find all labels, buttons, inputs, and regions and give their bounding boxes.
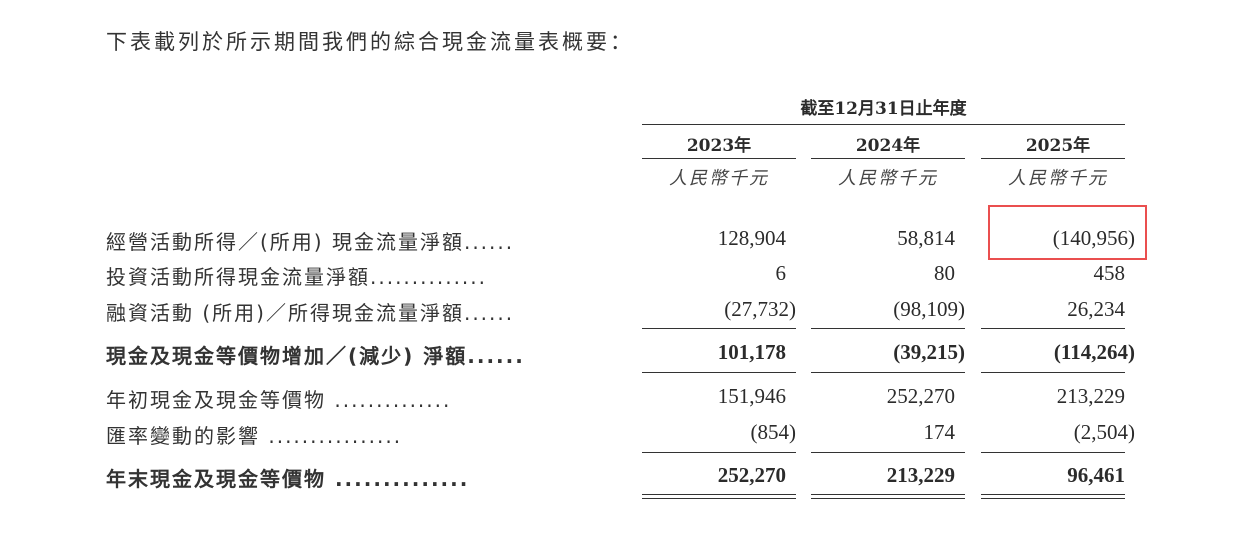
- highlight-box: [988, 205, 1147, 260]
- cell: 213,229: [1056, 384, 1125, 408]
- cell: 80: [934, 261, 955, 285]
- cell: 128,904: [717, 226, 786, 250]
- row-label-operating: 經營活動所得／(所用) 現金流量淨額......: [106, 230, 515, 254]
- double-rule: [811, 494, 965, 495]
- double-rule: [642, 498, 796, 499]
- cell: 174: [923, 420, 956, 444]
- cell: 101,178: [717, 340, 786, 364]
- subtotal-rule: [981, 372, 1125, 373]
- cell: 213,229: [886, 463, 955, 487]
- subtotal-rule: [981, 328, 1125, 329]
- intro-text: 下表載列於所示期間我們的綜合現金流量表概要：: [106, 30, 634, 54]
- row-label-opening-cash: 年初現金及現金等價物 ..............: [106, 388, 452, 412]
- period-header: 截至12月31日止年度: [800, 99, 967, 119]
- cell: 458: [1093, 261, 1126, 285]
- cell: 151,946: [717, 384, 786, 408]
- cell: (114,264): [1053, 340, 1135, 364]
- double-rule: [811, 498, 965, 499]
- double-rule: [981, 494, 1125, 495]
- row-label-fx-effect: 匯率變動的影響 ................: [106, 424, 403, 448]
- cell: 252,270: [717, 463, 786, 487]
- cell: 96,461: [1067, 463, 1125, 487]
- unit-label: 人民幣千元: [669, 168, 769, 189]
- cell: (27,732): [724, 297, 796, 321]
- cell: 26,234: [1067, 297, 1125, 321]
- cell: 6: [775, 261, 787, 285]
- double-rule: [642, 494, 796, 495]
- row-label-investing: 投資活動所得現金流量淨額..............: [106, 265, 488, 289]
- cell-highlighted: (140,956): [1052, 226, 1135, 250]
- cell: (2,504): [1073, 420, 1135, 444]
- double-rule: [981, 498, 1125, 499]
- year-2025: 2025年: [1025, 136, 1091, 156]
- year-rule: [642, 158, 796, 159]
- total-rule: [642, 452, 796, 453]
- cell: (854): [750, 420, 797, 444]
- row-label-financing: 融資活動 (所用)／所得現金流量淨額......: [106, 301, 515, 325]
- year-rule: [981, 158, 1125, 159]
- subtotal-rule: [642, 372, 796, 373]
- subtotal-rule: [811, 328, 965, 329]
- cell: (39,215): [893, 340, 965, 364]
- unit-label: 人民幣千元: [1008, 168, 1108, 189]
- total-rule: [811, 452, 965, 453]
- cell: 58,814: [897, 226, 955, 250]
- unit-label: 人民幣千元: [838, 168, 938, 189]
- cell: 252,270: [886, 384, 955, 408]
- year-2024: 2024年: [855, 136, 921, 156]
- cell: (98,109): [893, 297, 965, 321]
- subtotal-rule: [811, 372, 965, 373]
- header-rule: [642, 124, 1125, 125]
- year-rule: [811, 158, 965, 159]
- year-2023: 2023年: [686, 136, 752, 156]
- row-label-net-change: 現金及現金等價物增加／(減少) 淨額......: [106, 344, 525, 368]
- subtotal-rule: [642, 328, 796, 329]
- total-rule: [981, 452, 1125, 453]
- row-label-closing-cash: 年末現金及現金等價物 ..............: [106, 467, 470, 491]
